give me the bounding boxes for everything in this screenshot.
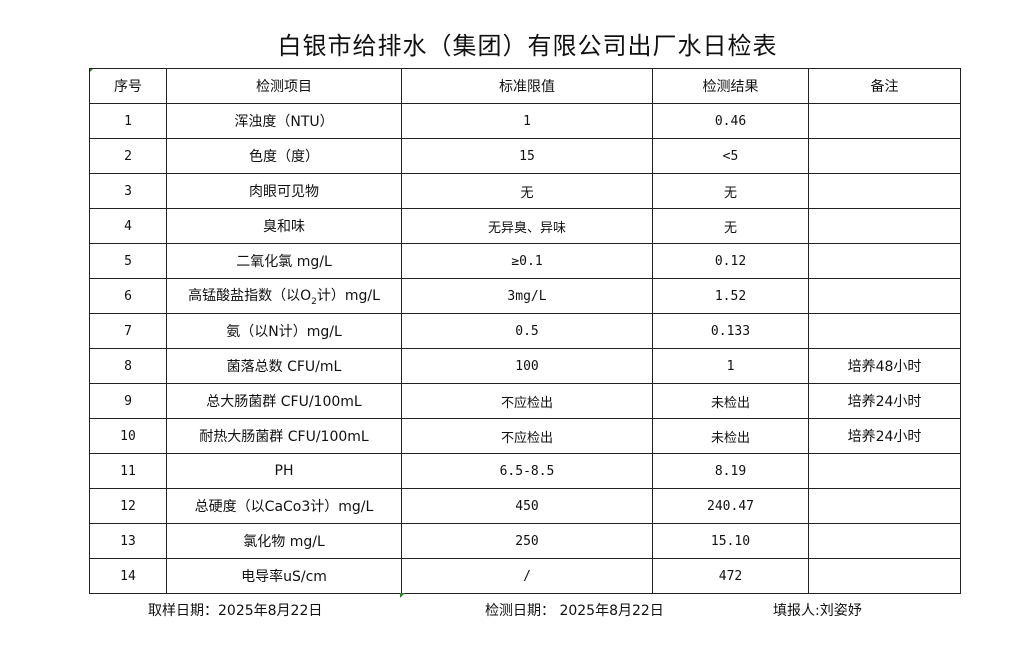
table-row: 11 PH 6.5-8.5 8.19 [89,453,961,489]
row-note [808,278,961,314]
row-no: 3 [89,173,167,209]
row-limit: 不应检出 [401,383,653,419]
header-no: 序号 [89,68,167,104]
row-no: 5 [89,243,167,279]
row-item: 臭和味 [166,208,402,244]
row-note [808,453,961,489]
header-limit: 标准限值 [401,68,653,104]
header-item: 检测项目 [166,68,402,104]
row-result: 0.12 [652,243,809,279]
row-note: 培养24小时 [808,383,961,419]
row-no: 2 [89,138,167,174]
table-row: 7 氨（以N计）mg/L 0.5 0.133 [89,313,961,349]
row-no: 1 [89,103,167,139]
row-note [808,103,961,139]
item-text: 高锰酸盐指数（以O [188,288,312,305]
row-note [808,173,961,209]
row-note [808,243,961,279]
row-note [808,208,961,244]
page-title: 白银市给排水（集团）有限公司出厂水日检表 [277,32,778,60]
table-row: 5 二氧化氯 mg/L ≥0.1 0.12 [89,243,961,279]
row-item: 菌落总数 CFU/mL [166,348,402,384]
row-result: 0.46 [652,103,809,139]
row-item: 总硬度（以CaCo3计）mg/L [166,488,402,524]
row-limit: ≥0.1 [401,243,653,279]
row-no: 7 [89,313,167,349]
row-item: PH [166,453,402,489]
row-no: 14 [89,558,167,594]
row-item: 耐热大肠菌群 CFU/100mL [166,418,402,454]
table-row: 9 总大肠菌群 CFU/100mL 不应检出 未检出 培养24小时 [89,383,961,419]
row-result: 0.133 [652,313,809,349]
table-row: 2 色度（度） 15 <5 [89,138,961,174]
table-row: 12 总硬度（以CaCo3计）mg/L 450 240.47 [89,488,961,524]
table-row: 13 氯化物 mg/L 250 15.10 [89,523,961,559]
row-item: 浑浊度（NTU） [166,103,402,139]
row-item: 氨（以N计）mg/L [166,313,402,349]
row-note [808,523,961,559]
row-limit: 3mg/L [401,278,653,314]
row-item: 二氧化氯 mg/L [166,243,402,279]
row-result: 无 [652,208,809,244]
item-subscript: 2 [311,296,317,307]
row-item: 肉眼可见物 [166,173,402,209]
row-result: 8.19 [652,453,809,489]
row-no: 9 [89,383,167,419]
table-row: 14 电导率uS/cm/472 [89,558,961,594]
cell-marker [400,593,405,598]
row-limit: 无异臭、异味 [401,208,653,244]
table-row: 8 菌落总数 CFU/mL 100 1 培养48小时 [89,348,961,384]
row-note: 培养24小时 [808,418,961,454]
table-row: 1 浑浊度（NTU） 1 0.46 [89,103,961,139]
header-note: 备注 [808,68,961,104]
row-limit: 无 [401,173,653,209]
test-date: 检测日期： 2025年8月22日 [485,603,664,619]
row-no: 8 [89,348,167,384]
row-result: 240.47 [652,488,809,524]
row-limit: 不应检出 [401,418,653,454]
row-no: 12 [89,488,167,524]
row-result: 1.52 [652,278,809,314]
row-no: 13 [89,523,167,559]
row-limit: 100 [401,348,653,384]
reporter: 填报人:刘姿妤 [773,603,862,619]
row-item: 电导率uS/cm [166,558,402,594]
row-no: 4 [89,208,167,244]
row-result: 无 [652,173,809,209]
table-row: 3 肉眼可见物无无 [89,173,961,209]
row-note [808,313,961,349]
row-item: 氯化物 mg/L [166,523,402,559]
row-limit: 250 [401,523,653,559]
row-result: 1 [652,348,809,384]
row-no: 11 [89,453,167,489]
row-item: 高锰酸盐指数（以O2计）mg/L [166,278,402,314]
row-result: 15.10 [652,523,809,559]
row-limit: 1 [401,103,653,139]
row-result: 未检出 [652,383,809,419]
table-row: 10 耐热大肠菌群 CFU/100mL 不应检出 未检出 培养24小时 [89,418,961,454]
row-result: 472 [652,558,809,594]
row-limit: 450 [401,488,653,524]
row-note [808,488,961,524]
row-limit: 0.5 [401,313,653,349]
row-limit: / [401,558,653,594]
row-note [808,138,961,174]
sampling-date: 取样日期：2025年8月22日 [148,603,323,619]
row-limit: 6.5-8.5 [401,453,653,489]
row-item: 总大肠菌群 CFU/100mL [166,383,402,419]
row-note [808,558,961,594]
row-item: 色度（度） [166,138,402,174]
row-no: 10 [89,418,167,454]
row-no: 6 [89,278,167,314]
row-note: 培养48小时 [808,348,961,384]
table-row: 4 臭和味 无异臭、异味无 [89,208,961,244]
table-header-row: 序号 检测项目 标准限值 检测结果 备注 [89,68,961,104]
table-row: 6 高锰酸盐指数（以O2计）mg/L 3mg/L 1.52 [89,278,961,314]
row-result: <5 [652,138,809,174]
row-result: 未检出 [652,418,809,454]
row-limit: 15 [401,138,653,174]
item-text: 计）mg/L [316,288,380,305]
header-result: 检测结果 [652,68,809,104]
inspection-table: 序号 检测项目 标准限值 检测结果 备注 1 浑浊度（NTU） 1 0.46 2 色度（度… [89,68,961,594]
